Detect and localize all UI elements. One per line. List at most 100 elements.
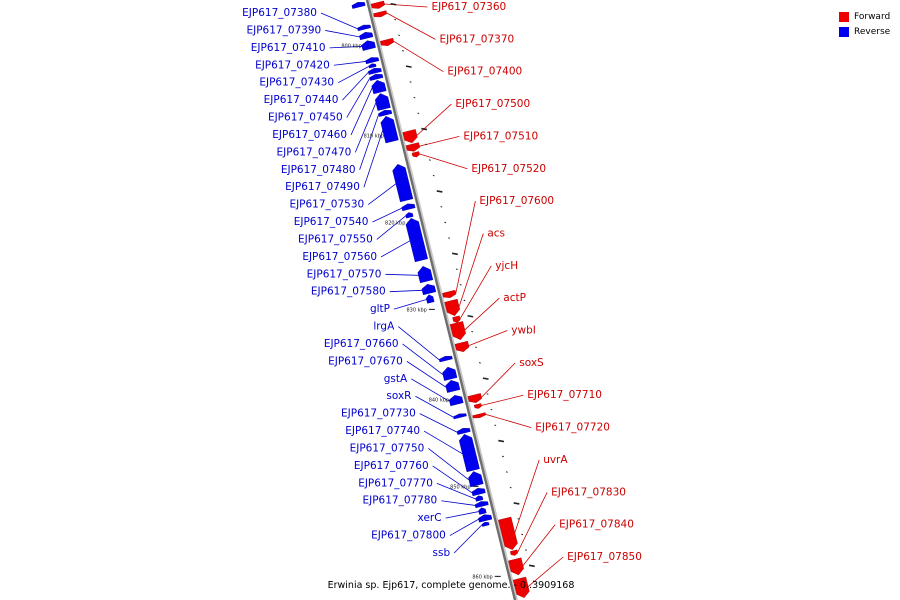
leader-line-ejp617_07390 xyxy=(325,30,360,38)
leader-line-soxr xyxy=(415,395,454,418)
gene-label-ejp617_07470: EJP617_07470 xyxy=(277,146,352,158)
scale-tick xyxy=(409,81,412,83)
gene-label-ejp617_07510: EJP617_07510 xyxy=(463,130,538,142)
gene-ejp617_07710 xyxy=(473,403,482,409)
gene-label-ejp617_07710: EJP617_07710 xyxy=(527,389,602,401)
scale-tick xyxy=(505,471,508,473)
leader-line-ejp617_07410 xyxy=(329,46,362,49)
scale-tick xyxy=(390,2,397,6)
leader-line-ejp617_07480 xyxy=(359,114,380,170)
leader-line-ejp617_07560 xyxy=(380,240,411,258)
gene-label-ssb: ssb xyxy=(433,547,451,559)
gene-label-ejp617_07380: EJP617_07380 xyxy=(242,7,317,19)
gene-label-gsta: gstA xyxy=(384,373,408,385)
leader-line-actp xyxy=(464,297,500,331)
leader-line-ejp617_07600 xyxy=(455,201,476,294)
gene-label-ywbi: ywbI xyxy=(511,325,536,337)
leader-line-ejp617_07490 xyxy=(363,130,384,188)
kbp-tick-label: 840 kbp xyxy=(429,397,449,403)
leader-line-ejp617_07370 xyxy=(386,12,436,40)
backbone-line xyxy=(365,0,517,600)
gene-lrga xyxy=(438,355,453,363)
gene-ejp617_07520 xyxy=(411,151,420,158)
gene-ejp617_07740 xyxy=(459,434,480,473)
scale-tick xyxy=(525,549,528,551)
scale-tick xyxy=(471,330,474,333)
gene-label-lrga: lrgA xyxy=(373,321,395,333)
gene-ejp617_07390 xyxy=(359,32,374,41)
leader-line-gsta xyxy=(410,378,450,402)
leader-line-ejp617_07730 xyxy=(419,413,458,433)
gene-ejp617_07510 xyxy=(405,142,421,152)
gene-ejp617_07560 xyxy=(405,218,428,263)
scale-tick xyxy=(532,580,535,582)
gene-ejp617_07500 xyxy=(402,129,418,144)
scale-tick xyxy=(475,346,478,348)
gene-labels: EJP617_07380 EJP617_07390 EJP617_07410 EJP6… xyxy=(242,1,642,563)
gene-ejp617_07380 xyxy=(357,24,371,32)
scale-tick xyxy=(467,314,474,318)
leader-line-ejp617_07550 xyxy=(376,215,407,240)
gene-label-ejp617_07760: EJP617_07760 xyxy=(354,460,429,472)
gene-label-actp: actP xyxy=(503,292,526,304)
gene-label-ejp617_07540: EJP617_07540 xyxy=(294,216,369,228)
gene-ejp617_07490 xyxy=(380,116,399,144)
gene-soxs xyxy=(467,393,482,403)
gene-ejp617_07450 xyxy=(369,74,384,81)
legend-reverse-label: Reverse xyxy=(854,26,891,37)
gene-label-ejp617_07560: EJP617_07560 xyxy=(302,251,377,263)
gene-label-yjch: yjcH xyxy=(495,260,518,272)
gene-ejp617_07660 xyxy=(442,366,458,381)
scale-tick xyxy=(478,362,481,364)
legend-reverse: Reverse xyxy=(839,24,890,39)
gene-label-ejp617_07570: EJP617_07570 xyxy=(307,268,382,280)
gene-label-ejp617_07600: EJP617_07600 xyxy=(479,195,554,207)
gene-features xyxy=(351,0,530,598)
tick-marks: 800 kbp 810 kbp 820 kbp 830 kbp 840 kbp 850 k… xyxy=(341,2,535,582)
gene-ejp617_07770 xyxy=(475,495,484,502)
gene-label-ejp617_07520: EJP617_07520 xyxy=(471,163,546,175)
gene-label-soxs: soxS xyxy=(519,357,544,369)
gene-label-uvra: uvrA xyxy=(543,454,568,466)
scale-tick xyxy=(498,439,505,443)
gene-label-ejp617_07460: EJP617_07460 xyxy=(272,129,347,141)
kbp-tick-label: 810 kbp xyxy=(364,133,384,139)
scale-tick xyxy=(459,284,462,286)
leader-line-gltp xyxy=(393,299,427,310)
gene-label-ejp617_07750: EJP617_07750 xyxy=(350,442,425,454)
backbone-shadow xyxy=(367,0,518,600)
gene-label-ejp617_07430: EJP617_07430 xyxy=(259,77,334,89)
leader-line-ejp617_07470 xyxy=(354,102,377,153)
scale-tick xyxy=(490,408,493,411)
gene-label-ejp617_07720: EJP617_07720 xyxy=(535,422,610,434)
gene-soxr xyxy=(453,413,467,420)
gene-label-ejp617_07420: EJP617_07420 xyxy=(255,59,330,71)
scale-tick xyxy=(452,252,458,256)
kbp-tick-label: 820 kbp xyxy=(385,220,405,226)
gene-ejp617_07580 xyxy=(421,284,437,296)
gene-ejp617_07530 xyxy=(392,164,414,203)
leader-line-ejp617_07720 xyxy=(485,413,532,428)
gene-xerc xyxy=(478,507,487,515)
scale-tick xyxy=(494,424,497,426)
gene-label-ejp617_07850: EJP617_07850 xyxy=(567,551,642,563)
scale-tick xyxy=(482,377,489,380)
leader-line-ejp617_07530 xyxy=(367,183,397,205)
gene-label-ejp617_07550: EJP617_07550 xyxy=(298,233,373,245)
kbp-tick-label: 830 kbp xyxy=(406,307,426,313)
leader-line-yjch xyxy=(459,265,492,320)
leader-line-ejp617_07400 xyxy=(393,40,444,73)
gene-label-ejp617_07740: EJP617_07740 xyxy=(345,425,420,437)
scale-tick xyxy=(425,143,427,146)
leader-line-ejp617_07430 xyxy=(337,65,370,84)
leader-line-ejp617_07760 xyxy=(432,465,473,494)
gene-label-ejp617_07500: EJP617_07500 xyxy=(455,98,530,110)
leader-line-ejp617_07380 xyxy=(320,12,358,30)
leader-line-ssb xyxy=(453,524,483,554)
gene-ejp617_07570 xyxy=(417,266,434,284)
leader-line-ejp617_07450 xyxy=(346,78,371,118)
gene-ejp617_07670 xyxy=(445,380,461,393)
leader-line-ejp617_07840 xyxy=(522,524,556,566)
gene-gltp xyxy=(425,294,435,304)
